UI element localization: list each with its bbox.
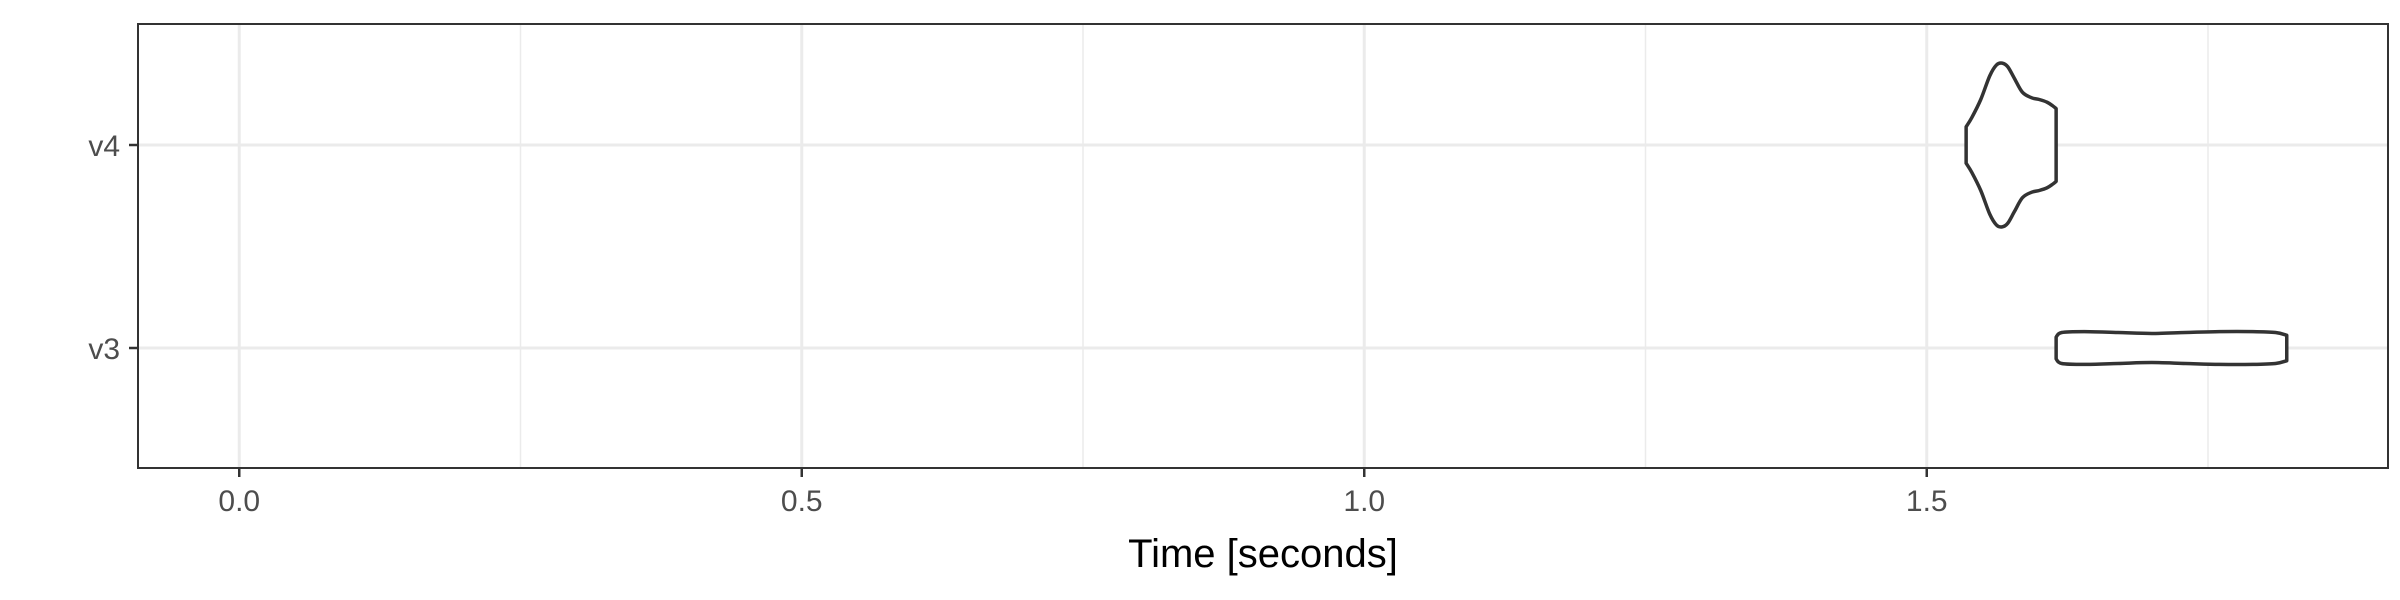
plot-panel-background	[138, 24, 2388, 468]
x-tick-label: 1.0	[1343, 485, 1385, 518]
x-axis: 0.0 0.5 1.0 1.5	[218, 468, 1948, 518]
y-tick-label: v3	[88, 333, 120, 366]
x-tick-label: 0.0	[218, 485, 260, 518]
minor-grid	[519, 24, 2209, 468]
violin-v4	[1964, 61, 2058, 229]
x-tick-label: 0.5	[781, 485, 823, 518]
violin-layer	[1964, 61, 2289, 367]
violin-v3	[2054, 329, 2289, 367]
x-tick-label: 1.5	[1906, 485, 1948, 518]
plot-panel-border	[137, 23, 2389, 469]
x-axis-title: Time [seconds]	[1128, 532, 1398, 576]
y-axis: v3 v4	[88, 130, 138, 366]
y-tick-label: v4	[88, 130, 120, 163]
